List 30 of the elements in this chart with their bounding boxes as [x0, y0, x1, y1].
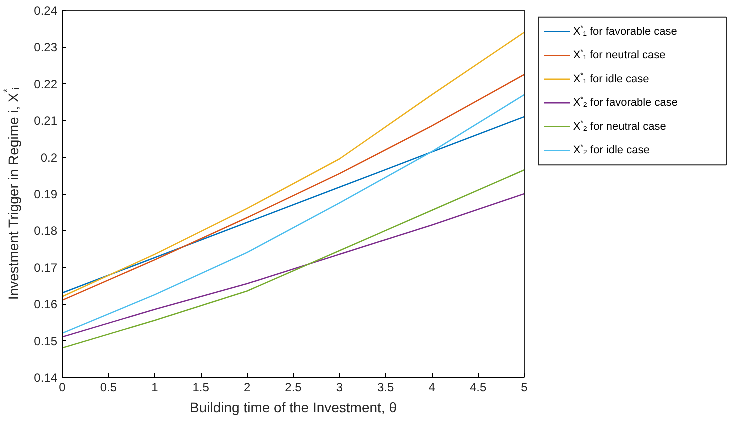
x-tick-label: 5 [521, 380, 528, 394]
line-series [62, 169, 524, 349]
y-tick-label: 0.23 [34, 40, 58, 55]
line-series [62, 74, 524, 302]
line-series [62, 32, 524, 298]
x-tick-label: 4.5 [470, 380, 487, 394]
y-tick-label: 0.14 [34, 371, 58, 385]
x-tick-label: 3.5 [378, 380, 395, 394]
x-tick-label: 1 [152, 380, 159, 394]
x-tick-label: 2.5 [285, 380, 302, 394]
x-tick-label: 3 [336, 380, 344, 394]
y-tick-label: 0.21 [34, 114, 58, 128]
x-tick-label: 0.5 [100, 380, 118, 394]
y-tick-label: 0.17 [34, 260, 58, 275]
x-tick-label: 4 [428, 380, 436, 394]
y-tick-label: 0.2 [40, 150, 58, 165]
y-tick-label: 0.15 [34, 334, 58, 348]
y-tick-label: 0.22 [34, 77, 58, 92]
line-series [62, 94, 524, 334]
y-axis-title: Investment Trigger in Regime i, X*ᵢ [2, 88, 22, 300]
x-axis-title: Building time of the Investment, θ [190, 400, 398, 416]
x-tick-label: 1.5 [192, 380, 210, 394]
y-tick-label: 0.24 [34, 4, 58, 18]
line-series [62, 193, 524, 338]
y-tick-label: 0.19 [34, 188, 58, 202]
y-tick-label: 0.16 [34, 298, 58, 312]
y-tick-label: 0.18 [34, 224, 58, 238]
x-tick-label: 2 [244, 380, 251, 394]
line-series [62, 116, 524, 294]
x-tick-label: 0 [59, 380, 66, 394]
